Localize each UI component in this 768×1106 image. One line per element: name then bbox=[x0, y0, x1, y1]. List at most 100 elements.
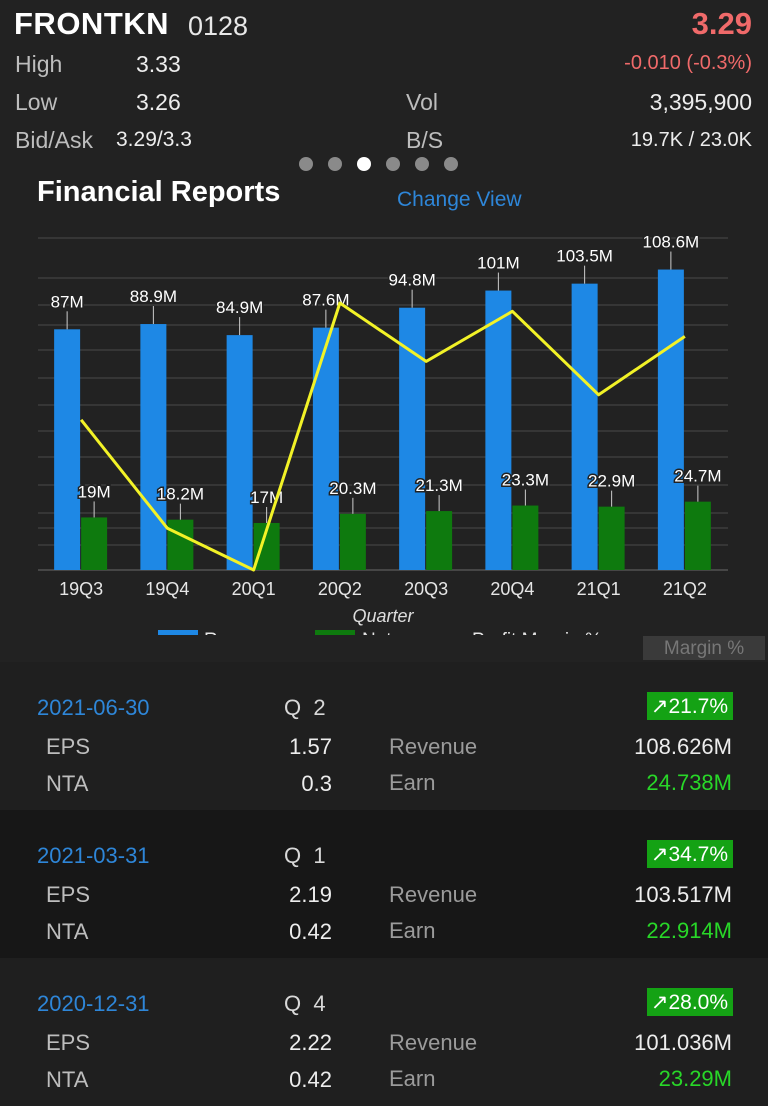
report-quarter: Q 1 bbox=[284, 843, 326, 869]
quarter-number: 4 bbox=[313, 991, 326, 1016]
legend-revenue-label: Revenue bbox=[204, 630, 280, 635]
legend-revenue-swatch bbox=[158, 630, 198, 635]
earn-label: Earn bbox=[389, 918, 436, 943]
page-dot-active[interactable] bbox=[357, 157, 371, 171]
legend-net-swatch bbox=[315, 630, 355, 635]
revenue-data-label: 94.8M bbox=[389, 271, 436, 290]
x-tick-label: 20Q1 bbox=[232, 579, 276, 599]
revenue-bar bbox=[571, 283, 598, 570]
net-bar bbox=[81, 517, 108, 570]
vol-label: Vol bbox=[406, 89, 438, 115]
revenue-bar bbox=[140, 324, 167, 570]
reports-list: 2021-06-30 Q 2 ↗21.7% EPS 1.57 Revenue 1… bbox=[0, 662, 768, 1106]
revenue-value: 108.626M bbox=[634, 734, 732, 759]
revenue-data-label: 87M bbox=[51, 292, 84, 311]
legend-net-label: Net bbox=[362, 630, 392, 635]
earn-label: Earn bbox=[389, 1066, 436, 1091]
nta-label: NTA bbox=[46, 1067, 89, 1092]
x-tick-label: 20Q2 bbox=[318, 579, 362, 599]
page-dot[interactable] bbox=[386, 157, 400, 171]
net-data-label: 19M bbox=[78, 482, 111, 501]
revenue-label: Revenue bbox=[389, 1030, 478, 1055]
x-tick-label: 20Q3 bbox=[404, 579, 448, 599]
vol-value: 3,395,900 bbox=[649, 89, 752, 115]
report-quarter: Q 2 bbox=[284, 695, 326, 721]
earn-value: 23.29M bbox=[658, 1066, 732, 1091]
nta-label: NTA bbox=[46, 771, 89, 796]
profit-margin-line bbox=[79, 301, 686, 572]
bidask-value: 3.29/3.3 bbox=[116, 128, 192, 151]
growth-badge: ↗28.0% bbox=[646, 988, 733, 1016]
report-row[interactable]: 2021-06-30 Q 2 ↗21.7% EPS 1.57 Revenue 1… bbox=[0, 662, 768, 810]
nta-value: 0.3 bbox=[301, 771, 332, 796]
quarter-number: 1 bbox=[313, 843, 326, 868]
financial-chart: 19Q3 19Q4 20Q1 20Q2 20Q3 20Q4 21Q1 21Q2 Quarter 8… bbox=[38, 231, 728, 635]
net-bar bbox=[167, 519, 194, 570]
nta-value: 0.42 bbox=[289, 1067, 332, 1092]
eps-value: 2.19 bbox=[289, 882, 332, 907]
report-row[interactable]: 2021-03-31 Q 1 ↗34.7% EPS 2.19 Revenue 1… bbox=[0, 810, 768, 958]
change-view-button[interactable]: Change View bbox=[397, 188, 522, 211]
revenue-data-label: 84.9M bbox=[216, 298, 263, 317]
x-tick-label: 20Q4 bbox=[490, 579, 534, 599]
net-data-label: 21.3M bbox=[416, 476, 463, 495]
low-label: Low bbox=[15, 89, 58, 115]
revenue-data-label: 88.9M bbox=[130, 287, 177, 306]
net-data-label: 23.3M bbox=[502, 471, 549, 490]
report-date[interactable]: 2021-03-31 bbox=[37, 843, 150, 868]
earn-value: 22.914M bbox=[646, 918, 732, 943]
revenue-label: Revenue bbox=[389, 734, 478, 759]
eps-label: EPS bbox=[46, 1030, 91, 1055]
high-label: High bbox=[15, 51, 63, 77]
growth-badge: ↗34.7% bbox=[646, 840, 733, 868]
eps-value: 2.22 bbox=[289, 1030, 332, 1055]
report-date[interactable]: 2021-06-30 bbox=[37, 695, 150, 720]
eps-label: EPS bbox=[46, 734, 91, 759]
net-bar bbox=[598, 506, 625, 570]
quarter-number: 2 bbox=[313, 695, 326, 720]
section-title: Financial Reports bbox=[37, 176, 281, 208]
nta-value: 0.42 bbox=[289, 919, 332, 944]
revenue-label: Revenue bbox=[389, 882, 478, 907]
page-dot[interactable] bbox=[299, 157, 313, 171]
quarter-label: Q bbox=[284, 695, 302, 720]
legend-margin-label: Profit Margin % bbox=[472, 630, 602, 635]
x-tick-label: 19Q3 bbox=[59, 579, 103, 599]
page-dot[interactable] bbox=[444, 157, 458, 171]
revenue-bar bbox=[657, 269, 684, 570]
revenue-data-label: 87.6M bbox=[302, 291, 349, 310]
net-data-label: 24.7M bbox=[674, 467, 721, 486]
stock-ticker: FRONTKN bbox=[14, 6, 170, 41]
x-tick-label: 19Q4 bbox=[145, 579, 189, 599]
low-value: 3.26 bbox=[136, 89, 181, 115]
bs-label: B/S bbox=[406, 127, 444, 153]
report-row[interactable]: 2020-12-31 Q 4 ↗28.0% EPS 2.22 Revenue 1… bbox=[0, 958, 768, 1106]
report-quarter: Q 4 bbox=[284, 991, 326, 1017]
margin-toggle-button[interactable]: Margin % bbox=[643, 636, 765, 660]
report-date[interactable]: 2020-12-31 bbox=[37, 991, 150, 1016]
revenue-value: 103.517M bbox=[634, 882, 732, 907]
quarter-label: Q bbox=[284, 843, 302, 868]
revenue-bar bbox=[226, 335, 253, 570]
eps-label: EPS bbox=[46, 882, 91, 907]
net-bar bbox=[512, 505, 539, 570]
earn-label: Earn bbox=[389, 770, 436, 795]
revenue-bar bbox=[485, 290, 512, 570]
revenue-bar bbox=[54, 329, 81, 570]
revenue-data-label: 103.5M bbox=[556, 247, 613, 266]
earn-value: 24.738M bbox=[646, 770, 732, 795]
net-bar bbox=[339, 513, 366, 570]
net-bar bbox=[426, 511, 453, 570]
net-bar bbox=[684, 501, 711, 570]
net-data-label: 22.9M bbox=[588, 472, 635, 491]
high-value: 3.33 bbox=[136, 51, 181, 77]
revenue-data-label: 101M bbox=[477, 254, 520, 273]
eps-value: 1.57 bbox=[289, 734, 332, 759]
last-price: 3.29 bbox=[691, 6, 752, 41]
page-dot[interactable] bbox=[415, 157, 429, 171]
net-data-label: 20.3M bbox=[329, 479, 376, 498]
page-dot[interactable] bbox=[328, 157, 342, 171]
revenue-value: 101.036M bbox=[634, 1030, 732, 1055]
page-indicator[interactable] bbox=[299, 157, 458, 171]
revenue-data-label: 108.6M bbox=[643, 233, 700, 252]
